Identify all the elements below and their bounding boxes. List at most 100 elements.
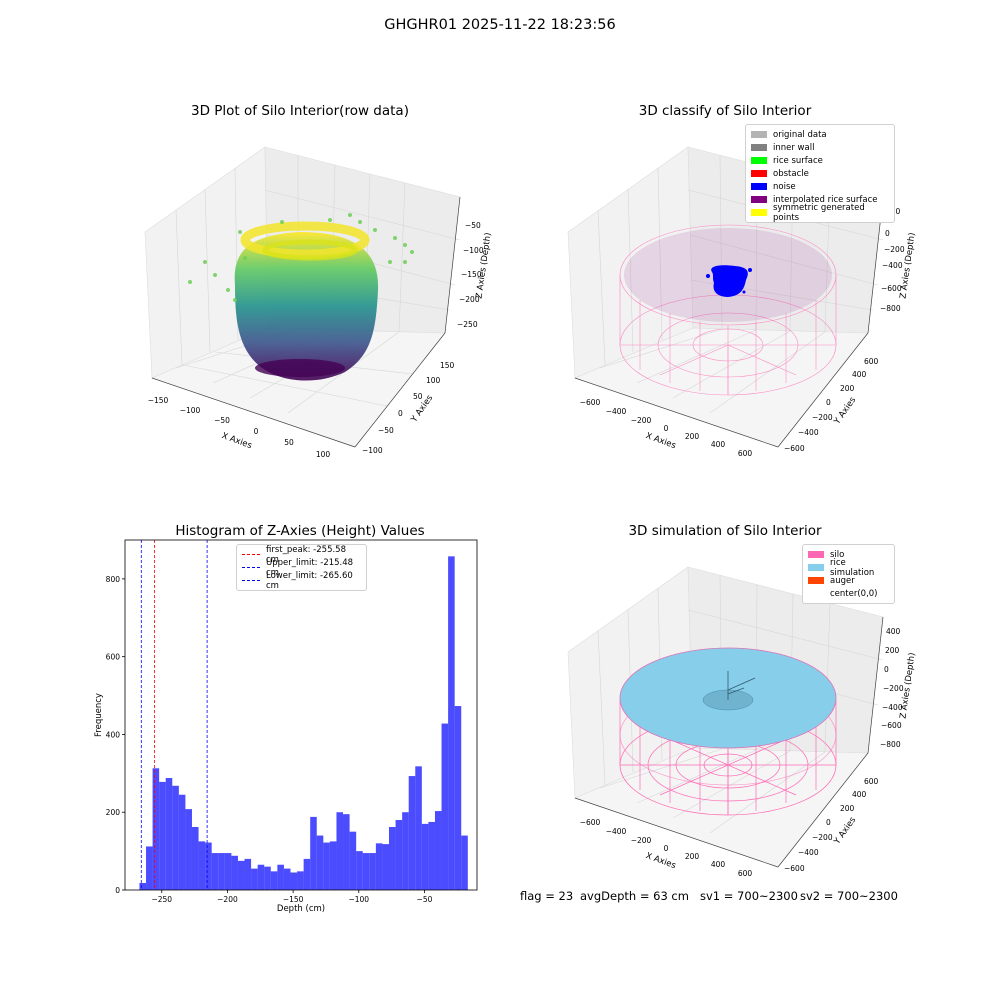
hist-vlines xyxy=(140,540,208,890)
plot-title-histogram: Histogram of Z-Axies (Height) Values xyxy=(175,523,425,539)
legend-line xyxy=(242,554,260,555)
hist-bar xyxy=(375,843,383,890)
simulation-z-ticks: 400 200 0 −200 −400 −600 −800 xyxy=(880,627,904,749)
raw-point-cloud xyxy=(188,213,414,381)
hist-bar xyxy=(408,776,416,890)
hist-bar xyxy=(343,814,350,890)
hist-bars xyxy=(139,556,468,890)
status-sv1: sv1 = 700~2300 xyxy=(700,889,798,903)
raw-x-ticks: −150 −100 −50 0 50 100 xyxy=(148,396,331,459)
legend-swatch xyxy=(808,590,824,597)
raw-z-ticks: −50 −100 −150 −200 −250 xyxy=(457,221,484,329)
svg-text:−50: −50 xyxy=(465,221,481,230)
svg-text:0: 0 xyxy=(664,844,669,853)
hist-bar xyxy=(211,853,219,890)
svg-text:0: 0 xyxy=(884,665,889,674)
svg-text:−400: −400 xyxy=(798,848,819,857)
hist-x-tick-label: −250 xyxy=(151,895,172,904)
hist-bar xyxy=(402,812,409,890)
hist-bar xyxy=(441,723,449,890)
legend-item-first-peak: first_peak: -255.58 cm xyxy=(242,545,361,565)
hist-x-ticks: −250 −200 −150 −100 −50 xyxy=(151,890,433,904)
svg-text:−200: −200 xyxy=(459,295,480,304)
legend-swatch xyxy=(808,564,824,571)
hist-bar xyxy=(270,871,278,890)
svg-text:−200: −200 xyxy=(883,684,904,693)
hist-bar xyxy=(139,883,147,890)
hist-bar xyxy=(329,841,337,890)
hist-y-label: Frequency xyxy=(94,693,104,737)
svg-text:−800: −800 xyxy=(880,304,901,313)
hist-x-tick-label: −150 xyxy=(283,895,304,904)
hist-bar xyxy=(349,831,357,890)
svg-text:−600: −600 xyxy=(580,398,601,407)
hist-bar xyxy=(336,812,344,890)
hist-bar xyxy=(362,853,370,890)
hist-y-tick-label: 400 xyxy=(106,730,121,739)
plot-title-simulation: 3D simulation of Silo Interior xyxy=(628,523,822,539)
hist-bar xyxy=(290,872,298,890)
hist-bar xyxy=(356,851,363,890)
hist-bar xyxy=(231,855,238,890)
status-flag: flag = 23 xyxy=(520,889,574,903)
hist-bar xyxy=(389,827,396,890)
svg-text:−600: −600 xyxy=(784,864,805,873)
svg-text:−600: −600 xyxy=(784,444,805,453)
svg-text:0: 0 xyxy=(398,409,403,418)
svg-text:−800: −800 xyxy=(880,740,901,749)
hist-bar xyxy=(205,842,212,890)
panel-simulation-3d: −600 −400 −200 0 200 400 600 X Axies −60… xyxy=(567,566,918,878)
panel-raw-3d: −150 −100 −50 0 50 100 X Axies −100 −50 … xyxy=(144,146,494,459)
simulation-x-label: X Axies xyxy=(644,851,677,871)
hist-bar xyxy=(165,778,173,890)
svg-text:−400: −400 xyxy=(798,428,819,437)
hist-bar xyxy=(257,864,265,890)
svg-text:0: 0 xyxy=(664,424,669,433)
legend-swatch xyxy=(751,157,767,164)
svg-text:−50: −50 xyxy=(214,416,230,425)
svg-text:200: 200 xyxy=(840,384,855,393)
svg-text:400: 400 xyxy=(852,790,867,799)
svg-text:−100: −100 xyxy=(362,446,383,455)
hist-y-ticks: 0 200 400 600 800 xyxy=(106,575,125,895)
svg-text:−600: −600 xyxy=(881,721,902,730)
legend-item-inner-wall: inner wall xyxy=(751,141,889,154)
svg-text:−100: −100 xyxy=(463,246,484,255)
hist-bar xyxy=(159,781,166,890)
hist-frame xyxy=(124,539,478,891)
hist-bar xyxy=(310,816,317,890)
hist-x-label: Depth (cm) xyxy=(277,904,325,914)
legend-simulation: silo rice simulation auger center(0,0) xyxy=(802,544,895,604)
svg-text:600: 600 xyxy=(738,449,753,458)
svg-text:100: 100 xyxy=(426,376,441,385)
svg-text:−400: −400 xyxy=(882,261,903,270)
legend-item-upper-limit: Upper_limit: -215.48 cm xyxy=(242,558,361,578)
hist-bar xyxy=(454,706,462,890)
hist-bar xyxy=(185,809,192,890)
legend-item-symmetric: symmetric generated points xyxy=(751,203,889,223)
hist-bar xyxy=(323,842,330,890)
legend-swatch xyxy=(751,209,767,216)
hist-bar xyxy=(244,858,252,890)
classify-y-ticks: −600 −400 −200 0 200 400 600 xyxy=(784,357,879,453)
hist-bar xyxy=(191,827,199,890)
svg-text:−200: −200 xyxy=(631,836,652,845)
svg-text:0: 0 xyxy=(826,398,831,407)
raw-z-label: Z Axies (Depth) xyxy=(474,232,493,299)
legend-item-silo: silo xyxy=(808,548,889,561)
simulation-auger xyxy=(727,671,756,700)
plot-title-classify: 3D classify of Silo Interior xyxy=(638,103,812,119)
simulation-y-ticks: −600 −400 −200 0 200 400 600 xyxy=(784,777,879,873)
hist-x-tick-label: −200 xyxy=(217,895,238,904)
svg-text:200: 200 xyxy=(885,646,900,655)
legend-item-interpolated: interpolated rice surface xyxy=(751,193,889,206)
status-sv2: sv2 = 700~2300 xyxy=(800,889,898,903)
legend-swatch xyxy=(808,551,824,558)
hist-bar xyxy=(178,794,186,890)
svg-text:−200: −200 xyxy=(812,413,833,422)
legend-swatch xyxy=(751,170,767,177)
hist-bar xyxy=(277,864,284,890)
hist-bar xyxy=(172,785,179,890)
svg-text:−50: −50 xyxy=(378,426,394,435)
